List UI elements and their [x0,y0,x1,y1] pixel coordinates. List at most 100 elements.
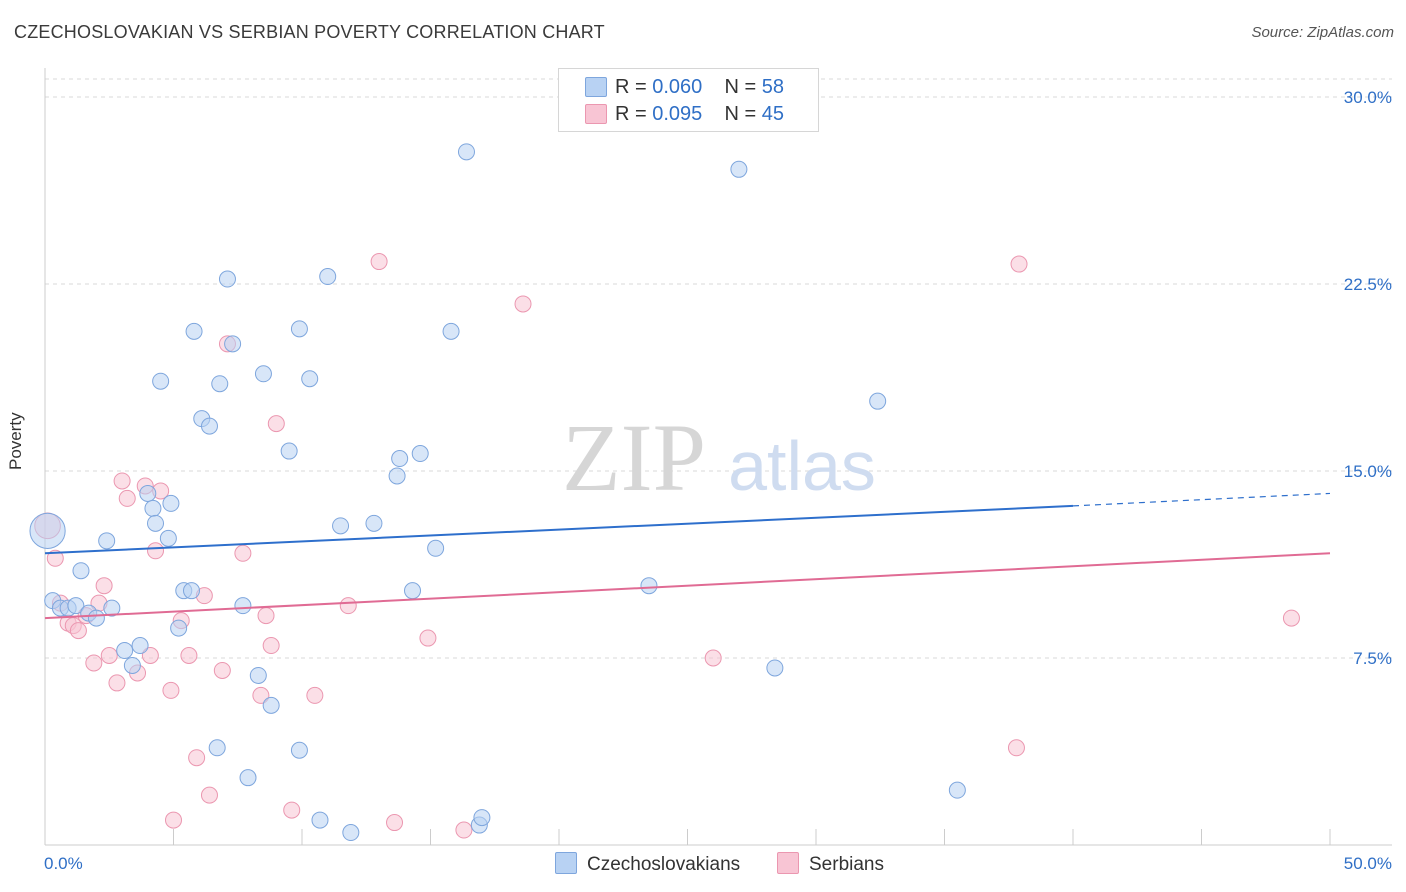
czechoslovakian-point [640,577,658,595]
czechoslovakian-point [239,769,257,787]
czechoslovakian-point [249,666,267,684]
serbian-point [419,629,437,647]
bottom-legend-serbians: Serbians [777,852,884,876]
czechoslovakian-point [72,562,90,580]
czechoslovakian-point [766,659,784,677]
chart-title: CZECHOSLOVAKIAN VS SERBIAN POVERTY CORRE… [14,22,605,42]
serbian-point [69,622,87,640]
czechoslovakian-point [67,597,85,615]
legend-text: R = 0.060 N = 58 [615,76,784,99]
bottom-legend-label: Serbians [809,854,884,875]
czechoslovakian-point [254,365,272,383]
czechoslovakian-point [311,811,329,829]
serbian-point [514,295,532,313]
serbians-trendline [44,552,1331,620]
czechoslovakian-point [224,335,242,353]
legend-r-label: R = [615,103,647,125]
serbian-point [46,549,64,567]
czechoslovakian-point [869,392,887,410]
y-axis-label: Poverty [6,412,25,470]
czechoslovakian-point [411,445,429,463]
tick-labels: 7.5% 15.0% 22.5% 30.0% 0.0% 50.0% [44,88,1392,873]
czechoslovakian-point [280,442,298,460]
czechoslovakian-point [185,322,203,340]
czechoslovakian-point [290,741,308,759]
legend-n-label: N = [724,103,757,125]
czechoslovakian-point [159,529,177,547]
serbian-point [370,253,388,271]
czechoslovakian-point [182,582,200,600]
serbian-point [262,637,280,655]
czechoslovakian-point [29,512,66,549]
czechoslovakian-point [147,514,165,532]
serbian-point [234,544,252,562]
legend-r-value: 0.095 [652,103,703,125]
bottom-legend-swatch-pink [777,852,799,874]
czechoslovakian-point [442,322,460,340]
serbian-point [188,749,206,767]
serbian-point [1010,255,1028,273]
legend-r-label: R = [615,76,647,98]
trendlines [44,492,1331,620]
czechoslovakians-trendline [44,504,1074,555]
czechoslovakian-point [98,532,116,550]
gridlines [45,78,1392,659]
legend-n-label: N = [724,76,757,98]
serbian-point [1007,739,1025,757]
watermark-zip: ZIP [562,404,706,511]
y-tick-label: 30.0% [1344,88,1392,107]
x-tick-label: 0.0% [44,854,83,873]
czechoslovakian-point [200,417,218,435]
czechoslovakian-point [144,499,162,517]
czechoslovakian-point [170,619,188,637]
czechoslovakian-point [473,809,491,827]
czechoslovakian-point [427,539,445,557]
czechoslovakian-point [123,656,141,674]
czechoslovakian-point [332,517,350,535]
serbian-point [213,661,231,679]
y-tick-label: 22.5% [1344,275,1392,294]
bottom-legend-czechoslovakians: Czechoslovakians [555,852,740,876]
watermark-atlas: atlas [728,427,876,505]
czechoslovakian-point [139,484,157,502]
serbian-point [339,597,357,615]
czechoslovakian-point [391,450,409,468]
legend-swatch-blue [585,77,607,97]
serbian-point [85,654,103,672]
watermark: ZIP atlas [562,404,876,511]
czechoslovakian-point [290,320,308,338]
czechoslovakian-point [342,824,360,842]
czechoslovakian-point [116,642,134,660]
serbian-point [162,681,180,699]
serbian-point [180,647,198,665]
serbian-point [100,647,118,665]
legend-text: R = 0.095 N = 45 [615,103,784,126]
serbian-point [118,489,136,507]
serbian-point [141,647,159,665]
czechoslovakian-point [319,268,337,286]
serbian-point [200,786,218,804]
czechoslovakian-point [87,609,105,627]
czechoslovakian-point [211,375,229,393]
y-tick-label: 15.0% [1344,462,1392,481]
czechoslovakian-point [365,514,383,532]
czechoslovakian-point [404,582,422,600]
czechoslovakian-point [948,781,966,799]
legend-swatch-pink [585,104,607,124]
bottom-legend-swatch-blue [555,852,577,874]
correlation-legend: R = 0.060 N = 58 R = 0.095 N = 45 [558,68,819,132]
serbian-point [386,814,404,832]
czechoslovakians-points [29,143,966,842]
serbian-point [704,649,722,667]
serbian-point [108,674,126,692]
legend-r-value: 0.060 [652,76,703,98]
legend-n-value: 58 [761,76,785,98]
serbian-point [252,686,270,704]
serbian-point [113,472,131,490]
czechoslovakian-point [162,494,180,512]
serbians-points [34,253,1300,839]
axes [44,68,1392,846]
czechoslovakian-point [131,637,149,655]
serbian-point [147,542,165,560]
